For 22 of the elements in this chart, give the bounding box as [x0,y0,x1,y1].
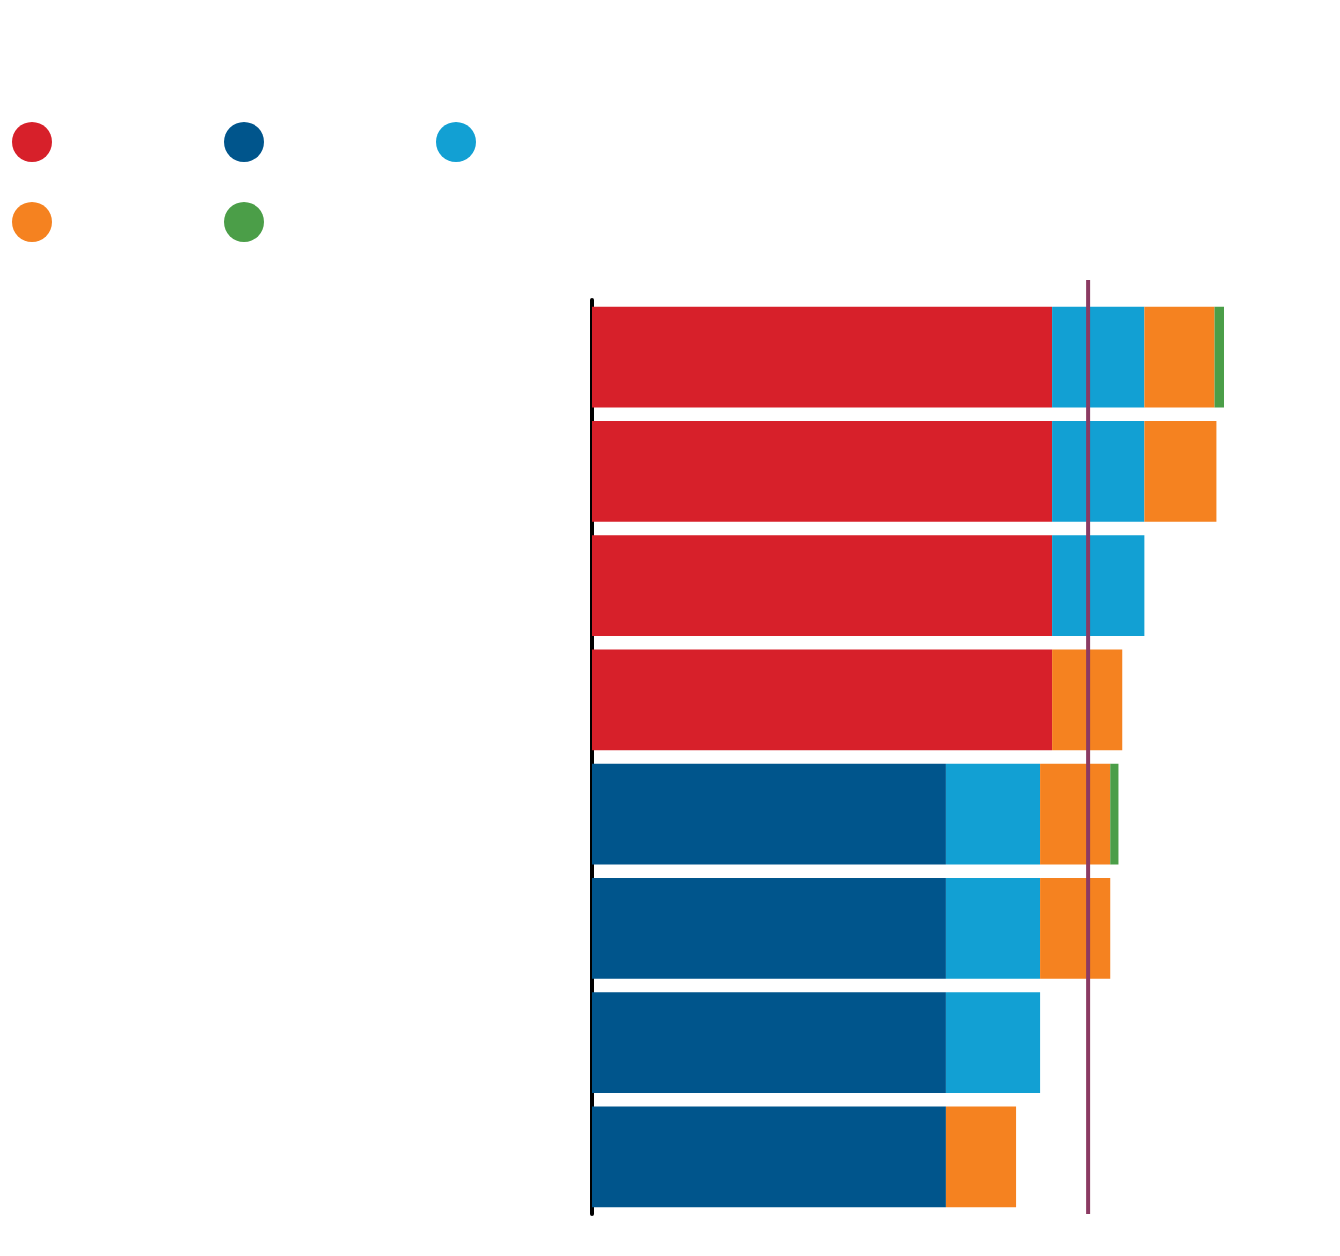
bar [945,992,1041,1093]
bar [592,878,946,979]
bar [945,1106,1017,1208]
bar [592,1106,946,1208]
bar [945,878,1041,979]
bar [1052,421,1145,522]
bar [592,992,946,1093]
bar [1052,306,1145,408]
bar [1144,306,1215,408]
bar [1144,421,1217,522]
bar [592,306,1053,408]
bar [592,535,1053,636]
bar [1214,306,1224,408]
bar [592,421,1053,522]
bar [1040,763,1111,865]
bar [1110,763,1119,865]
bar [592,649,1053,751]
bar [1040,878,1111,979]
bar [1052,535,1145,636]
bar [1052,649,1123,751]
bar [592,763,946,865]
bar [945,763,1041,865]
